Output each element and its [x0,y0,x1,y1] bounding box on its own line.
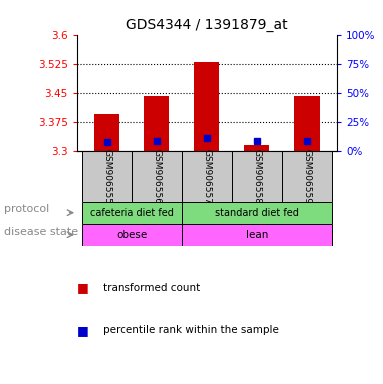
Bar [244,145,269,151]
Text: cafeteria diet fed: cafeteria diet fed [90,208,173,218]
Text: GSM906558: GSM906558 [252,149,262,204]
Bar [282,151,332,202]
Text: disease state: disease state [4,227,78,237]
Text: ■: ■ [77,324,88,337]
Bar [182,151,232,202]
Text: obese: obese [116,230,147,240]
Bar [182,202,332,224]
Bar [82,224,182,246]
Bar [82,202,182,224]
Text: percentile rank within the sample: percentile rank within the sample [103,325,279,335]
Text: lean: lean [246,230,268,240]
Text: GSM906557: GSM906557 [202,149,211,204]
Text: ■: ■ [77,281,88,295]
Bar [182,224,332,246]
Bar [82,151,132,202]
Bar [194,62,219,151]
Text: protocol: protocol [4,204,49,214]
Title: GDS4344 / 1391879_at: GDS4344 / 1391879_at [126,18,288,32]
Bar [295,96,319,151]
Bar [94,114,119,151]
Text: GSM906555: GSM906555 [102,149,111,204]
Bar [144,96,169,151]
Bar [232,151,282,202]
Bar [132,151,182,202]
Text: GSM906559: GSM906559 [303,149,311,204]
Text: standard diet fed: standard diet fed [215,208,299,218]
Text: GSM906556: GSM906556 [152,149,161,204]
Text: transformed count: transformed count [103,283,201,293]
